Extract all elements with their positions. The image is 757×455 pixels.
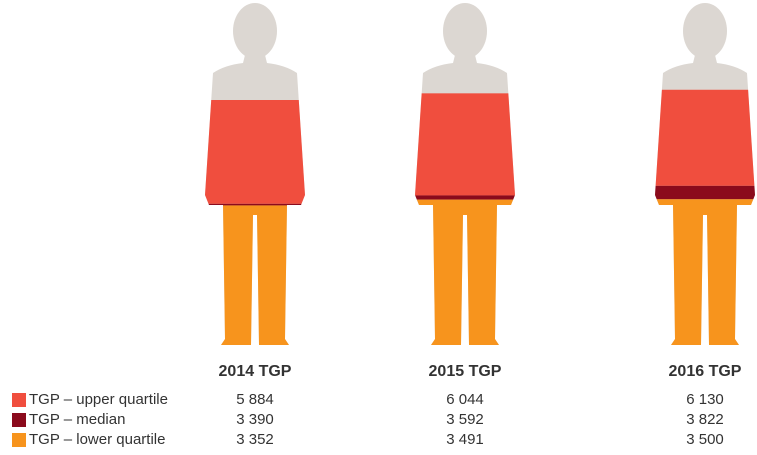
median-band — [195, 204, 315, 206]
upper-band — [645, 90, 757, 186]
legend-label: TGP – lower quartile — [29, 431, 165, 448]
value-label: 3 491 — [446, 431, 484, 448]
head — [233, 3, 277, 59]
median-band — [645, 186, 757, 199]
value-label: 5 884 — [236, 391, 274, 408]
figure — [645, 3, 757, 345]
value-label: 6 130 — [686, 391, 724, 408]
bands — [405, 93, 525, 345]
lower-band — [645, 199, 757, 345]
value-label: 3 352 — [236, 431, 274, 448]
legend-swatch — [12, 413, 26, 427]
value-label: 3 592 — [446, 411, 484, 428]
bands — [645, 90, 757, 345]
legend-swatch — [12, 433, 26, 447]
legend-label: TGP – upper quartile — [29, 391, 168, 408]
figure — [405, 3, 525, 345]
upper-band — [405, 93, 525, 195]
legend-label: TGP – median — [29, 411, 125, 428]
head — [443, 3, 487, 59]
value-label: 6 044 — [446, 391, 484, 408]
lower-band — [405, 200, 525, 345]
category-label: 2014 TGP — [219, 363, 292, 380]
category-label: 2015 TGP — [429, 363, 502, 380]
legend-swatch — [12, 393, 26, 407]
bands — [195, 100, 315, 345]
value-label: 3 390 — [236, 411, 274, 428]
median-band — [405, 195, 525, 199]
upper-band — [195, 100, 315, 204]
category-label: 2016 TGP — [669, 363, 742, 380]
lower-band — [195, 205, 315, 345]
chart: 2014 TGP 5 884 3 390 3 352 2015 TGP 6 044 3 59… — [0, 0, 757, 455]
figure — [195, 3, 315, 345]
value-label: 3 822 — [686, 411, 724, 428]
head — [683, 3, 727, 59]
value-label: 3 500 — [686, 431, 724, 448]
